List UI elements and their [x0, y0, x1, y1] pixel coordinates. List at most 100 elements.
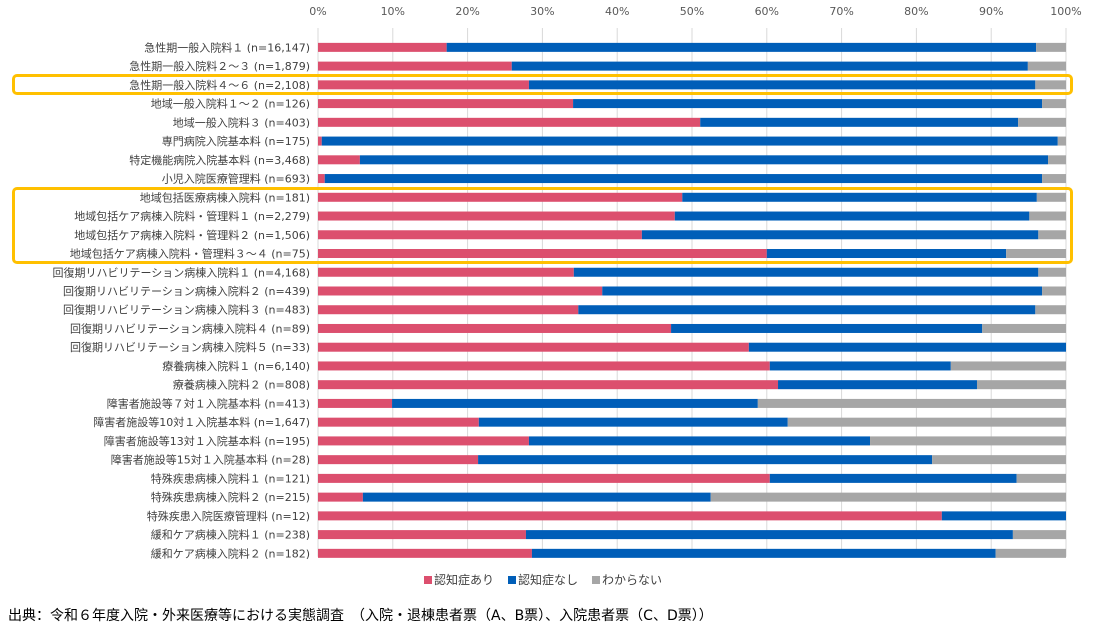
bar-segment-dementia-no — [766, 249, 1007, 259]
bar-segment-dementia-no — [682, 192, 1037, 202]
bar-segment-unknown — [995, 548, 1066, 558]
bar-segment-dementia-yes — [318, 305, 579, 315]
bar-segment-dementia-no — [511, 61, 1028, 71]
bar-segment-dementia-yes — [318, 249, 767, 259]
legend-swatch-dementia-no — [508, 575, 517, 584]
bar-segment-dementia-yes — [318, 192, 683, 202]
bar-segment-dementia-no — [478, 455, 933, 465]
y-category-label: 地域包括ケア病棟入院料・管理料３～４ (n=75) — [70, 247, 310, 261]
x-tick-label: 50% — [680, 5, 704, 18]
bar-segment-unknown — [1042, 99, 1066, 109]
bar-segment-dementia-no — [671, 323, 983, 333]
y-category-label: 障害者施設等７対１入院基本料 (n=413) — [107, 396, 310, 410]
bar-segment-unknown — [1057, 136, 1066, 146]
bar-segment-dementia-yes — [318, 117, 701, 127]
bar-segment-dementia-no — [362, 492, 711, 502]
bar-segment-dementia-no — [573, 99, 1043, 109]
y-category-label: 障害者施設等15対１入院基本料 (n=28) — [111, 453, 310, 467]
y-category-label: 小児入院医療管理料 (n=693) — [162, 172, 310, 186]
bar-row — [318, 192, 1066, 202]
bar-segment-dementia-no — [528, 80, 1036, 90]
y-category-label: 特定機能病院入院基本料 (n=3,468) — [129, 153, 310, 167]
bar-segment-unknown — [787, 417, 1066, 427]
highlight-box-acute-4-6 — [12, 74, 1073, 96]
bar-segment-unknown — [710, 492, 1066, 502]
x-tick-label: 70% — [829, 5, 853, 18]
bar-segment-unknown — [1018, 117, 1066, 127]
legend: 認知症あり 認知症なし わからない — [424, 571, 662, 588]
y-category-label: 回復期リハビリテーション病棟入院料４ (n=89) — [70, 321, 310, 335]
y-category-label: 急性期一般入院料２～３ (n=1,879) — [129, 59, 310, 73]
y-category-label: 療養病棟入院料２ (n=808) — [173, 378, 310, 392]
bar-segment-dementia-yes — [318, 455, 479, 465]
bar-row — [318, 380, 1066, 390]
bar-row — [318, 117, 1066, 127]
bar-segment-unknown — [1006, 249, 1066, 259]
bar-segment-dementia-no — [578, 305, 1036, 315]
bar-segment-dementia-yes — [318, 492, 363, 502]
bar-segment-dementia-yes — [318, 473, 770, 483]
y-category-label: 緩和ケア病棟入院料１ (n=238) — [151, 528, 310, 542]
legend-item-dementia-yes: 認知症あり — [424, 571, 494, 588]
legend-label: わからない — [602, 573, 663, 587]
x-tick-label: 10% — [381, 5, 405, 18]
stacked-bar-chart: 0% 10% 20% 30% 40% 50% 60% 70% 80% 90% 100% 急性期一般入… — [52, 5, 1081, 560]
legend-label: 認知症なし — [518, 573, 579, 587]
bar-segment-dementia-yes — [318, 436, 529, 446]
y-category-label: 特殊疾患入院医療管理料 (n=12) — [147, 509, 310, 523]
bar-segment-dementia-no — [446, 42, 1037, 52]
bar-segment-dementia-no — [478, 417, 788, 427]
bar-segment-dementia-yes — [318, 174, 325, 184]
bar-segment-dementia-no — [573, 267, 1039, 277]
bar-segment-dementia-yes — [318, 42, 447, 52]
bar-segment-unknown — [976, 380, 1066, 390]
bar-segment-unknown — [1035, 305, 1066, 315]
y-category-label: 専門病院入院基本料 (n=175) — [162, 134, 310, 148]
bar-segment-dementia-yes — [318, 361, 770, 371]
bar-segment-dementia-yes — [318, 267, 574, 277]
bar-segment-dementia-no — [778, 380, 977, 390]
bar-segment-unknown — [870, 436, 1066, 446]
legend-item-unknown: わからない — [592, 571, 662, 588]
y-category-label: 地域一般入院料３ (n=403) — [173, 115, 310, 129]
bar-segment-unknown — [982, 323, 1066, 333]
bar-segment-dementia-no — [941, 511, 1066, 521]
bar-segment-dementia-no — [641, 230, 1039, 240]
bar-segment-dementia-yes — [318, 417, 479, 427]
bar-segment-dementia-no — [674, 211, 1030, 221]
y-category-label: 障害者施設等13対１入院基本料 (n=195) — [104, 434, 310, 448]
bar-row — [318, 511, 1066, 521]
y-category-label: 地域包括ケア病棟入院料・管理料２ (n=1,506) — [74, 228, 310, 242]
bar-row — [318, 42, 1066, 52]
bar-segment-dementia-yes — [318, 323, 672, 333]
bar-segment-unknown — [1036, 42, 1066, 52]
bar-segment-dementia-no — [528, 436, 871, 446]
bar-segment-dementia-yes — [318, 342, 749, 352]
bar-segment-unknown — [1016, 473, 1066, 483]
x-tick-label: 0% — [309, 5, 326, 18]
bar-segment-dementia-yes — [318, 61, 512, 71]
bar-segment-unknown — [757, 398, 1066, 408]
y-axis-labels: 急性期一般入院料１ (n=16,147) 急性期一般入院料２～３ (n=1,879… — [52, 40, 310, 560]
bar-row — [318, 492, 1066, 502]
bar-row — [318, 342, 1066, 352]
y-category-label: 特殊疾患病棟入院料２ (n=215) — [151, 490, 310, 504]
bar-row — [318, 323, 1066, 333]
bar-row — [318, 249, 1066, 259]
bar-segment-dementia-no — [321, 136, 1058, 146]
y-category-label: 回復期リハビリテーション病棟入院料３ (n=483) — [63, 303, 310, 317]
bar-segment-dementia-no — [531, 548, 996, 558]
bar-segment-dementia-no — [769, 361, 951, 371]
bar-segment-dementia-no — [700, 117, 1019, 127]
bar-row — [318, 211, 1066, 221]
x-tick-label: 90% — [979, 5, 1003, 18]
legend-swatch-dementia-yes — [424, 575, 432, 584]
bar-segment-dementia-no — [392, 398, 758, 408]
bar-segment-unknown — [1048, 155, 1066, 165]
bar-row — [318, 455, 1066, 465]
bar-segment-unknown — [1029, 211, 1066, 221]
bar-segment-dementia-no — [769, 473, 1017, 483]
bar-segment-dementia-yes — [318, 548, 532, 558]
legend-swatch-unknown — [592, 575, 601, 584]
bar-segment-unknown — [1042, 286, 1066, 296]
